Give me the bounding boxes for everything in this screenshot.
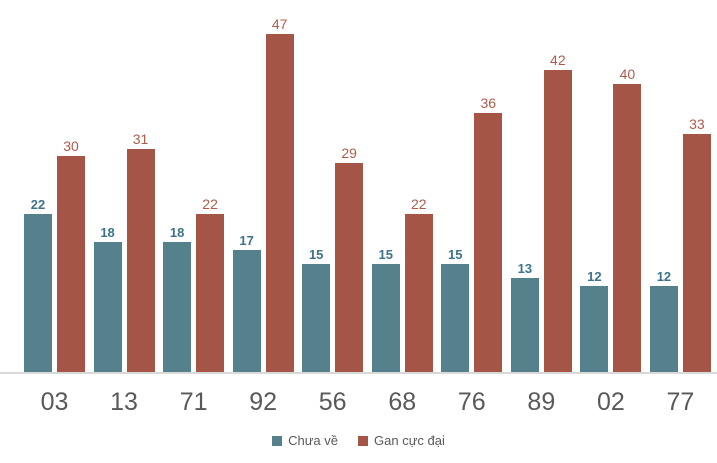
bar-value-label: 42 — [550, 52, 566, 68]
bar-value-label: 18 — [169, 225, 185, 240]
bar-value-label: 12 — [587, 269, 602, 284]
x-axis-label-89: 89 — [527, 388, 556, 416]
bar-group-03: 22 30 — [24, 139, 85, 372]
x-axis-label-71: 71 — [179, 388, 208, 416]
x-axis-label-77: 77 — [666, 388, 695, 416]
bar-column-chua-ve: 18 — [93, 225, 122, 372]
bar-value-label: 15 — [448, 247, 463, 262]
bar-column-gan-cuc-dai: 42 — [543, 52, 572, 372]
bar-gan-cuc-dai-76 — [474, 113, 503, 372]
bar-group-68: 15 22 — [371, 196, 433, 372]
bar-column-chua-ve: 15 — [441, 247, 470, 372]
legend-item-gan-cuc-dai: Gan cực đại — [358, 433, 445, 448]
x-axis-label-03: 03 — [40, 388, 69, 416]
bar-value-label: 22 — [410, 196, 427, 212]
x-axis-label-68: 68 — [388, 388, 417, 416]
bar-column-gan-cuc-dai: 33 — [682, 116, 711, 372]
bar-chua-ve-77 — [649, 286, 678, 372]
bar-column-chua-ve: 18 — [163, 225, 192, 372]
bar-column-chua-ve: 12 — [649, 269, 678, 372]
bar-column-gan-cuc-dai: 40 — [613, 66, 642, 372]
bar-group-77: 12 33 — [649, 116, 711, 372]
x-axis-label-13: 13 — [110, 388, 138, 416]
bar-value-label: 13 — [517, 261, 533, 276]
bar-value-label: 29 — [341, 145, 357, 161]
bar-column-gan-cuc-dai: 47 — [265, 16, 294, 372]
bar-value-label: 15 — [378, 247, 393, 262]
bar-chua-ve-71 — [163, 242, 192, 372]
bar-gan-cuc-dai-02 — [613, 84, 642, 372]
bar-chua-ve-68 — [371, 264, 400, 372]
bar-value-label: 17 — [239, 233, 254, 248]
bar-value-label: 22 — [30, 197, 46, 212]
legend-label-chua-ve: Chưa về — [288, 433, 339, 448]
x-axis-label-02: 02 — [596, 388, 625, 416]
bar-gan-cuc-dai-68 — [404, 214, 433, 372]
bar-column-gan-cuc-dai: 29 — [335, 145, 364, 372]
bar-group-89: 13 42 — [510, 52, 572, 372]
bar-chua-ve-03 — [24, 214, 52, 372]
bar-column-gan-cuc-dai: 22 — [196, 196, 225, 372]
bar-value-label: 22 — [202, 196, 218, 212]
bar-value-label: 31 — [132, 131, 149, 147]
bar-gan-cuc-dai-77 — [682, 134, 711, 372]
x-axis-label-56: 56 — [318, 388, 347, 416]
bar-value-label: 47 — [271, 16, 288, 32]
bar-chua-ve-13 — [93, 242, 122, 372]
x-axis-label-76: 76 — [457, 388, 486, 416]
bar-gan-cuc-dai-13 — [126, 149, 155, 372]
bar-column-chua-ve: 17 — [232, 233, 261, 372]
bar-column-chua-ve: 13 — [510, 261, 539, 372]
legend-swatch-gan-cuc-dai — [358, 435, 369, 446]
legend-label-gan-cuc-dai: Gan cực đại — [374, 433, 445, 448]
x-axis: 03 13 71 92 56 68 76 89 02 77 — [0, 388, 717, 417]
plot-area: 22 30 18 31 18 22 17 47 15 29 15 22 15 36 13 42 12 40 12 33 — [0, 16, 717, 374]
bar-column-chua-ve: 22 — [24, 198, 52, 372]
bar-gan-cuc-dai-03 — [57, 156, 85, 372]
bar-chua-ve-92 — [232, 250, 261, 372]
bar-value-label: 33 — [689, 116, 705, 132]
bar-column-gan-cuc-dai: 22 — [404, 196, 433, 372]
bar-value-label: 12 — [656, 269, 672, 284]
bar-gan-cuc-dai-92 — [265, 34, 294, 372]
bar-chua-ve-89 — [510, 278, 539, 372]
x-axis-label-92: 92 — [249, 388, 278, 416]
bar-column-gan-cuc-dai: 31 — [126, 131, 155, 372]
bar-gan-cuc-dai-56 — [335, 163, 364, 372]
bar-value-label: 40 — [619, 66, 636, 82]
legend: Chưa về Gan cực đại — [0, 433, 717, 448]
bar-value-label: 36 — [480, 95, 497, 111]
bar-chua-ve-02 — [580, 286, 609, 372]
bar-gan-cuc-dai-89 — [543, 70, 572, 372]
legend-item-chua-ve: Chưa về — [272, 433, 338, 448]
bar-column-chua-ve: 15 — [302, 247, 331, 372]
bar-group-13: 18 31 — [93, 131, 155, 372]
bar-group-56: 15 29 — [302, 145, 364, 372]
bar-group-02: 12 40 — [580, 66, 642, 372]
legend-swatch-chua-ve — [272, 435, 283, 446]
bar-group-92: 17 47 — [232, 16, 294, 372]
bar-gan-cuc-dai-71 — [196, 214, 225, 372]
bar-value-label: 15 — [308, 247, 324, 262]
bar-group-71: 18 22 — [163, 196, 225, 372]
bar-column-gan-cuc-dai: 36 — [474, 95, 503, 372]
bar-chua-ve-56 — [302, 264, 331, 372]
bar-column-chua-ve: 12 — [580, 269, 609, 372]
bar-value-label: 18 — [100, 225, 115, 240]
bar-column-chua-ve: 15 — [371, 247, 400, 372]
bar-value-label: 30 — [63, 138, 79, 154]
bar-chua-ve-76 — [441, 264, 470, 372]
bar-column-gan-cuc-dai: 30 — [57, 139, 85, 372]
bar-group-76: 15 36 — [441, 95, 503, 372]
